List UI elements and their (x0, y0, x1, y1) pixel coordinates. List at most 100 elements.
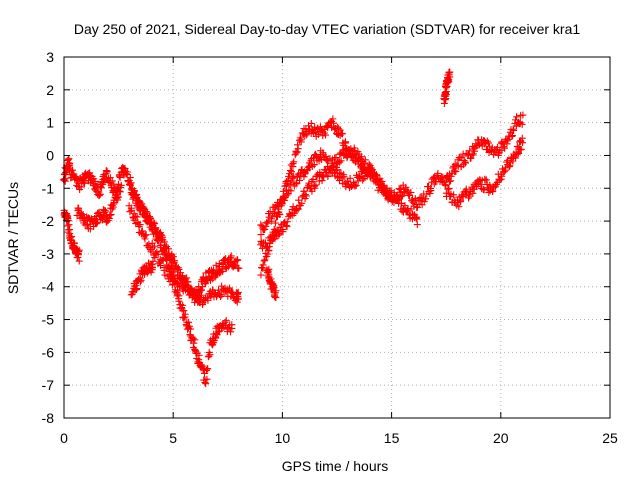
series-points (442, 134, 527, 211)
data-point (359, 176, 367, 184)
data-point (222, 322, 230, 330)
data-point (311, 184, 319, 192)
series-points (73, 181, 125, 233)
data-point (395, 194, 403, 202)
data-point (133, 193, 141, 201)
data-point (290, 158, 298, 166)
data-point (405, 191, 413, 199)
data-point (340, 173, 348, 181)
data-point (501, 166, 509, 174)
data-point (199, 366, 207, 374)
data-point (284, 176, 292, 184)
data-point (181, 313, 189, 321)
data-point (453, 161, 461, 169)
data-point (257, 231, 265, 239)
data-point (169, 253, 177, 261)
data-point (180, 307, 188, 315)
data-point (138, 227, 146, 235)
data-point (452, 167, 460, 175)
data-point (513, 113, 521, 121)
data-point (95, 191, 103, 199)
data-point (125, 180, 133, 188)
data-point (498, 172, 506, 180)
data-point (295, 196, 303, 204)
data-point (293, 148, 301, 156)
data-point (508, 132, 516, 140)
data-point (140, 205, 148, 213)
data-point (133, 284, 141, 292)
data-point (398, 192, 406, 200)
series-points (440, 68, 454, 107)
data-point (322, 131, 330, 139)
data-point (352, 182, 360, 190)
data-point (262, 222, 270, 230)
data-point (447, 177, 455, 185)
data-point (110, 199, 118, 207)
data-point (281, 182, 289, 190)
data-point (519, 111, 527, 119)
data-point (143, 209, 151, 217)
data-point (309, 175, 317, 183)
series-points (125, 180, 242, 309)
data-point (137, 276, 145, 284)
data-point (287, 168, 295, 176)
data-point (500, 143, 508, 151)
data-point (103, 168, 111, 176)
data-point (133, 213, 141, 221)
data-point (130, 216, 138, 224)
data-point (136, 201, 144, 209)
data-point (65, 155, 73, 163)
data-point (383, 184, 391, 192)
data-point (501, 144, 509, 152)
data-point (324, 171, 332, 179)
data-point (445, 71, 453, 79)
data-point (173, 279, 181, 287)
data-point (307, 119, 315, 127)
data-point (326, 119, 334, 127)
data-point (261, 239, 269, 247)
data-point (286, 167, 294, 175)
data-point (149, 257, 157, 265)
y-tick-label: 3 (46, 49, 54, 65)
data-point (71, 239, 79, 247)
data-point (198, 291, 206, 299)
y-tick-label: -1 (42, 180, 55, 196)
data-point (267, 275, 275, 283)
data-point (518, 120, 526, 128)
data-point (271, 219, 279, 227)
data-point (367, 168, 375, 176)
data-point (102, 207, 110, 215)
series-points (257, 144, 421, 239)
x-tick-label: 0 (60, 430, 68, 446)
data-point (356, 173, 364, 181)
data-point (457, 197, 465, 205)
data-point (168, 262, 176, 270)
data-point (175, 292, 183, 300)
data-point (187, 325, 195, 333)
data-point (298, 199, 306, 207)
data-point (397, 199, 405, 207)
data-point (260, 257, 268, 265)
data-point (174, 271, 182, 279)
data-point (64, 222, 72, 230)
data-point (296, 176, 304, 184)
data-point (509, 131, 517, 139)
data-point (155, 234, 163, 242)
data-point (379, 181, 387, 189)
data-point (485, 188, 493, 196)
data-point (329, 162, 337, 170)
data-point (183, 274, 191, 282)
data-point (439, 173, 447, 181)
data-point (235, 264, 243, 272)
y-tick-label: -3 (42, 246, 55, 262)
data-point (314, 130, 322, 138)
data-point (75, 257, 83, 265)
data-point (151, 224, 159, 232)
data-point (443, 82, 451, 90)
data-point (289, 163, 297, 171)
data-point (412, 214, 420, 222)
data-point (107, 211, 115, 219)
data-point (142, 231, 150, 239)
data-point (141, 231, 149, 239)
data-point (329, 115, 337, 123)
